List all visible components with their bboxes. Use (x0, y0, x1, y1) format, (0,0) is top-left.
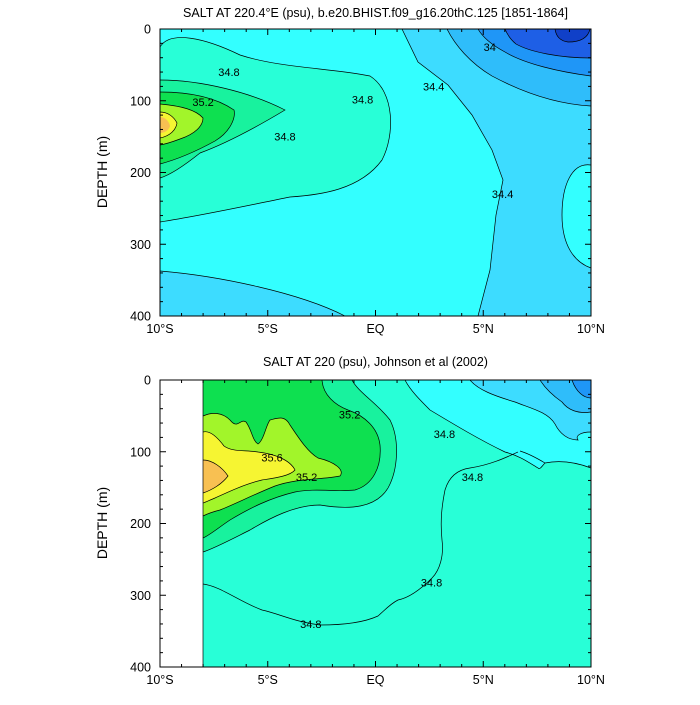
no-data-region (160, 380, 203, 667)
fill-34_4-east (402, 29, 591, 316)
x-tick-label: 5°S (258, 673, 278, 687)
panel-observed: SALT AT 220 (psu), Johnson et al (2002) … (94, 355, 605, 687)
panel2-ticks: 10°S 5°S EQ 5°N 10°N 0 100 200 300 400 (130, 374, 605, 688)
contour-label: 34.4 (492, 189, 513, 201)
y-tick-label: 400 (130, 661, 151, 675)
x-tick-label: 10°S (146, 322, 173, 336)
x-tick-label: EQ (366, 673, 384, 687)
x-tick-label: EQ (366, 322, 384, 336)
fill-34_8 (160, 37, 391, 222)
contour-label: 34.8 (274, 132, 295, 144)
panel2-title: SALT AT 220 (psu), Johnson et al (2002) (263, 355, 488, 369)
y-tick-label: 0 (144, 23, 151, 37)
contour-label: 34 (484, 42, 496, 54)
contour-label: 34.8 (421, 577, 442, 589)
contour-label: 34.8 (300, 619, 321, 631)
y-tick-label: 100 (130, 94, 151, 108)
y-tick-label: 200 (130, 166, 151, 180)
fill-34_0 (572, 380, 591, 398)
contour-label: 35.2 (339, 409, 360, 421)
panel2-contour-lines (202, 380, 591, 667)
y-tick-label: 300 (130, 238, 151, 252)
y-tick-label: 400 (130, 310, 151, 324)
panel2-y-axis-title: DEPTH (m) (94, 487, 110, 559)
y-tick-label: 300 (130, 589, 151, 603)
contour-label: 35.2 (296, 472, 317, 484)
x-tick-label: 5°N (473, 673, 494, 687)
fill-33_6 (555, 29, 590, 42)
fill-34_6-lens-east (562, 164, 591, 268)
contour-label: 35.2 (192, 97, 213, 109)
contour-label: 34.8 (434, 429, 455, 441)
panel-model: SALT AT 220.4°E (psu), b.e20.BHIST.f09_g… (94, 6, 605, 336)
contour-label: 35.6 (261, 452, 282, 464)
x-tick-label: 10°N (577, 322, 605, 336)
fill-35_4 (160, 104, 203, 145)
x-tick-label: 10°N (577, 673, 605, 687)
panel2-contour-fills (160, 380, 591, 667)
fill-35_6 (203, 431, 295, 503)
y-tick-label: 100 (130, 445, 151, 459)
panel1-y-axis-title: DEPTH (m) (94, 136, 110, 208)
y-tick-label: 200 (130, 517, 151, 531)
contour-label: 34.8 (218, 67, 239, 79)
x-tick-label: 5°S (258, 322, 278, 336)
x-tick-label: 5°N (473, 322, 494, 336)
contour-label: 34.8 (462, 472, 483, 484)
fill-34_4-deep-south (160, 271, 345, 316)
panel1-contour-labels: 34.8 35.2 34.8 34.8 34.4 34 34.4 (192, 42, 513, 201)
panel2-contour-labels: 35.2 35.6 35.2 34.8 34.8 34.8 34.8 (261, 409, 483, 631)
contour-label: 34.8 (352, 94, 373, 106)
x-tick-label: 10°S (146, 673, 173, 687)
fill-35_8 (203, 460, 228, 493)
panel1-contour-fills (160, 29, 591, 316)
y-tick-label: 0 (144, 374, 151, 388)
panel1-contour-lines (160, 29, 591, 316)
panel1-ticks: 10°S 5°S EQ 5°N 10°N 0 100 200 300 400 (130, 23, 605, 337)
panel1-title: SALT AT 220.4°E (psu), b.e20.BHIST.f09_g… (183, 6, 568, 20)
contour-label: 34.4 (423, 81, 444, 93)
